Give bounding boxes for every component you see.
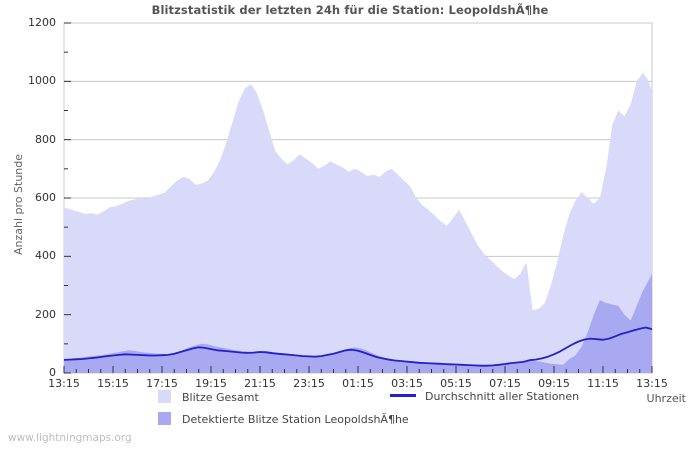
- legend-label-average: Durchschnitt aller Stationen: [425, 390, 580, 403]
- x-tick-label: 13:15: [636, 377, 668, 390]
- x-tick-label: 01:15: [342, 377, 374, 390]
- page-title: Blitzstatistik der letzten 24h für die S…: [151, 3, 549, 17]
- x-tick-label: 11:15: [587, 377, 619, 390]
- line-average-all-stations: [63, 326, 653, 367]
- x-axis-label: Uhrzeit: [646, 392, 686, 405]
- y-tick-label: 1200: [28, 16, 56, 29]
- x-tick-label: 17:15: [146, 377, 178, 390]
- x-tick-label: 09:15: [538, 377, 570, 390]
- x-tick-label: 13:15: [48, 377, 80, 390]
- legend-item-average: Durchschnitt aller Stationen: [390, 390, 579, 403]
- x-tick-label: 05:15: [440, 377, 472, 390]
- y-tick-label: 400: [35, 249, 56, 263]
- x-tick-label: 23:15: [293, 377, 325, 390]
- y-tick-label: 800: [35, 132, 56, 146]
- y-tick-label: 1000: [28, 74, 56, 88]
- x-tick-label: 07:15: [489, 377, 521, 390]
- legend-label-total: Blitze Gesamt: [182, 391, 259, 404]
- legend-label-station: Detektierte Blitze Station LeopoldshÃ¶he: [182, 413, 409, 426]
- legend-swatch-station: [158, 412, 171, 425]
- area-total-lightning: [64, 72, 652, 373]
- legend-swatch-total: [158, 390, 171, 403]
- y-tick-label: 600: [35, 191, 56, 204]
- legend-item-station: Detektierte Blitze Station LeopoldshÃ¶he: [158, 412, 409, 426]
- x-tick-label: 21:15: [244, 377, 276, 390]
- legend-item-total: Blitze Gesamt: [158, 390, 259, 404]
- x-tick-label: 03:15: [391, 377, 423, 390]
- y-tick-label: 0: [49, 366, 56, 379]
- legend-line-average: [390, 394, 416, 397]
- y-tick-label: 200: [35, 307, 56, 321]
- x-tick-label: 15:15: [97, 377, 129, 390]
- x-tick-label: 19:15: [195, 377, 227, 390]
- site-footer: www.lightningmaps.org: [8, 432, 132, 444]
